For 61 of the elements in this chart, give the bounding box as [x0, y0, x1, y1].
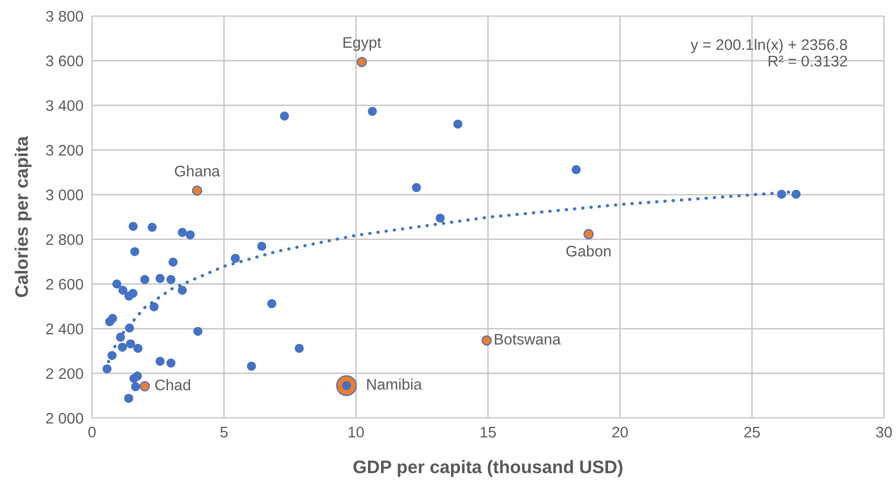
- annotation: Namibia: [367, 378, 422, 390]
- annotation: Chad: [155, 379, 190, 390]
- x-tick-label: 25: [744, 426, 760, 438]
- point: [150, 302, 159, 312]
- annotation: Gabon: [566, 245, 611, 257]
- point: [128, 288, 138, 298]
- point: [230, 254, 240, 263]
- y-tick-label: 3 000: [46, 190, 84, 200]
- point: [118, 342, 127, 352]
- point: [156, 274, 165, 283]
- point: [118, 286, 128, 295]
- annotation: Botswana: [494, 334, 561, 345]
- point: [193, 326, 202, 336]
- point: [126, 339, 136, 348]
- annotation: Egypt: [344, 37, 382, 51]
- x-tick-label: 30: [876, 426, 892, 438]
- point: [186, 230, 195, 240]
- point: [572, 165, 581, 174]
- point: [140, 275, 150, 284]
- x-tick-label: 10: [348, 426, 364, 438]
- point: [368, 106, 377, 116]
- point: [257, 242, 266, 251]
- x-tick-label: 0: [88, 426, 96, 438]
- point: [133, 344, 142, 353]
- y-tick-label: 2 000: [46, 412, 84, 424]
- point: [148, 222, 157, 232]
- point: [246, 362, 256, 371]
- y-tick-label: 3 200: [46, 144, 84, 156]
- y-tick-label: 2 600: [46, 278, 84, 290]
- point: [294, 344, 304, 353]
- annotation: Ghana: [174, 165, 220, 177]
- x-tick-label: 15: [480, 426, 496, 438]
- point: [128, 222, 138, 231]
- y-tick-label: 2 200: [46, 368, 84, 380]
- x-tick-label: 20: [612, 426, 628, 438]
- point: [166, 275, 176, 284]
- point: [436, 214, 445, 223]
- point: [124, 394, 134, 403]
- point: [168, 258, 178, 267]
- y-tick-label: 3 600: [46, 56, 84, 66]
- y-tick-label: 2 800: [46, 234, 84, 246]
- point: [412, 183, 421, 192]
- point: [131, 382, 140, 392]
- point: [178, 286, 187, 295]
- y-tick-label: 3 400: [46, 100, 84, 112]
- x-tick-label: 5: [220, 426, 228, 438]
- point: [267, 299, 276, 308]
- x-axis-title: GDP per capita (thousand USD): [353, 460, 622, 477]
- point: [130, 247, 140, 256]
- point: [178, 228, 187, 237]
- point: [132, 372, 142, 381]
- y-tick-label: 3 800: [46, 10, 84, 22]
- point: [166, 358, 176, 368]
- point: [112, 280, 122, 288]
- point: [280, 112, 289, 121]
- point: [108, 314, 118, 323]
- y-axis-title: Calories per capita: [14, 136, 32, 298]
- point: [453, 120, 462, 129]
- point: [156, 356, 165, 366]
- y-tick-label: 2 400: [46, 324, 84, 334]
- annotation: y = 200.1ln(x) + 2356.8 R² = 0.3132: [690, 38, 848, 67]
